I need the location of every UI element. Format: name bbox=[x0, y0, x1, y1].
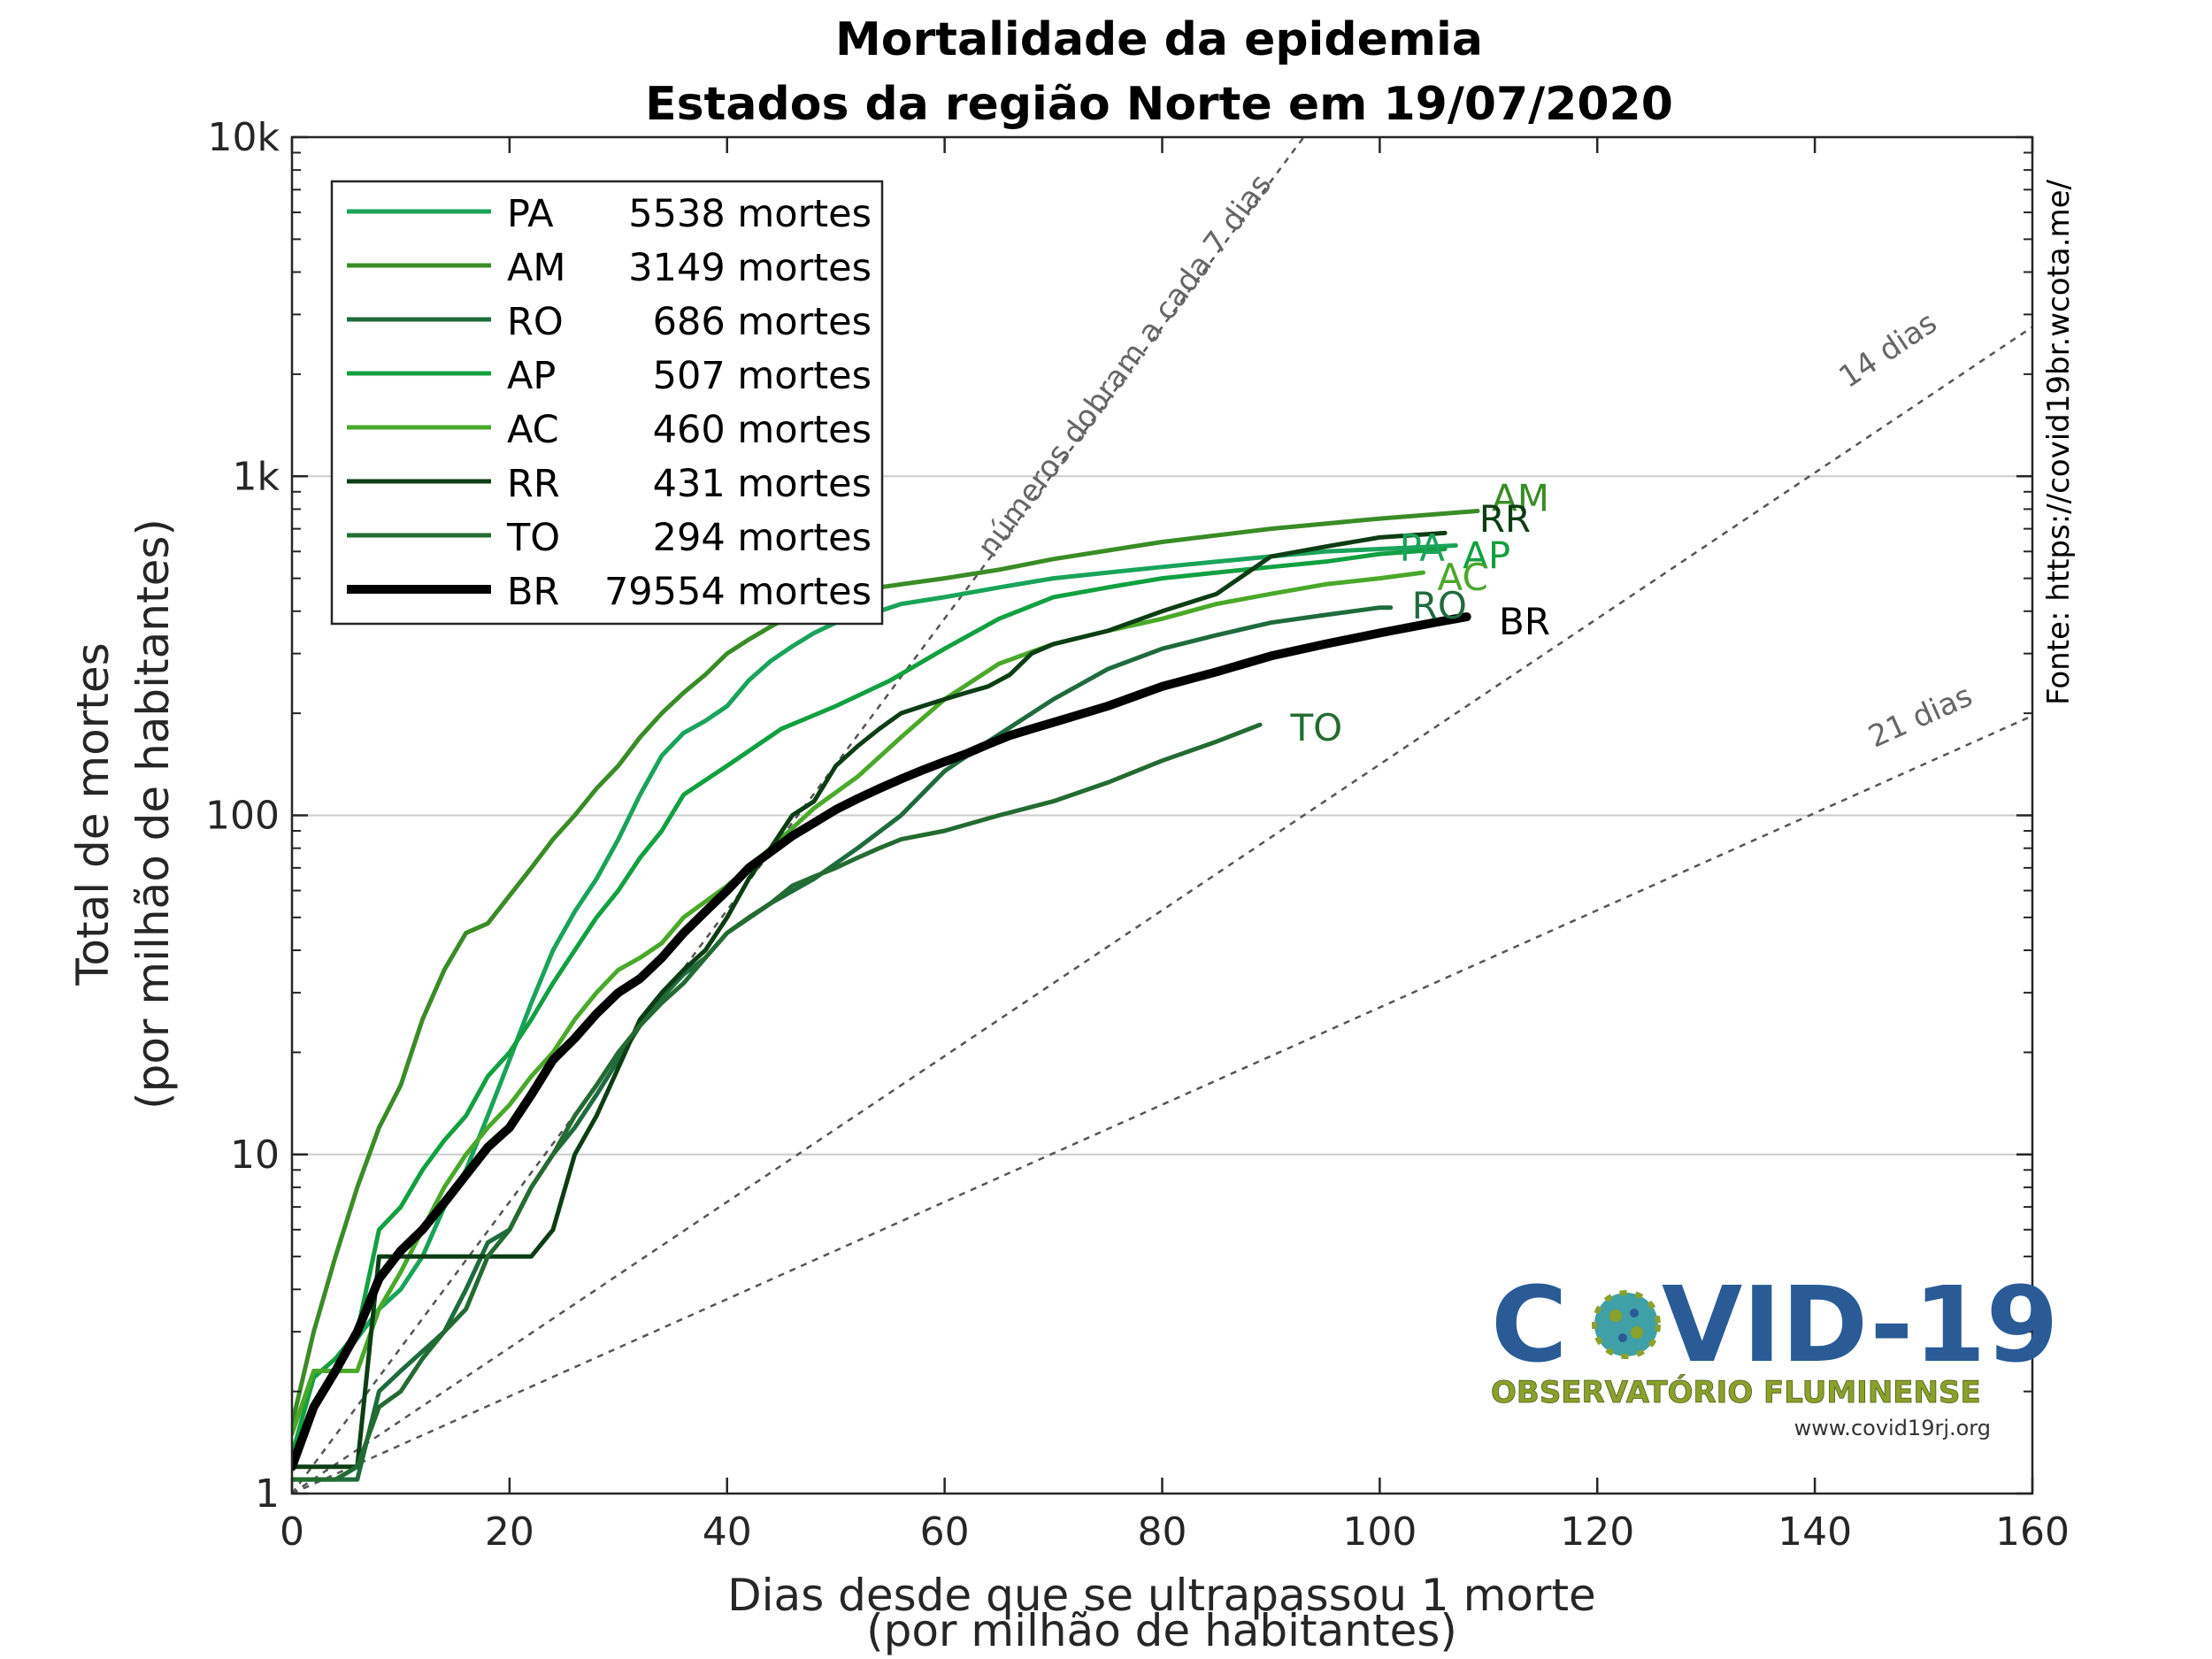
y-tick-label: 1 bbox=[255, 1471, 280, 1517]
legend-count-br: 79554 mortes bbox=[604, 570, 872, 614]
logo-title-right: VID-19 bbox=[1662, 1263, 2059, 1386]
y-axis-label: Total de mortes bbox=[67, 642, 119, 986]
y-axis: 1 10 100 1k 10k bbox=[205, 115, 2032, 1517]
legend-label-am: AM bbox=[507, 246, 566, 290]
series-line-ac bbox=[292, 570, 1425, 1436]
end-label-am: AM bbox=[1492, 476, 1549, 519]
x-axis-label-units: (por milhão de habitantes) bbox=[866, 1605, 1457, 1656]
series-line-ap bbox=[292, 547, 1448, 1457]
x-tick-label: 20 bbox=[485, 1509, 534, 1555]
legend-label-ap: AP bbox=[507, 354, 556, 398]
series-line-am bbox=[292, 509, 1480, 1427]
legend-label-ro: RO bbox=[507, 300, 564, 344]
series-line-ro bbox=[292, 605, 1394, 1482]
legend-box bbox=[330, 180, 884, 626]
x-tick-label: 60 bbox=[920, 1509, 970, 1555]
legend: PA 5538 mortes AM 3149 mortes RO 686 mortes AP… bbox=[330, 180, 884, 626]
series-lines bbox=[292, 509, 1480, 1482]
x-axis-label: Dias desde que se ultrapassou 1 morte bbox=[727, 1570, 1596, 1621]
x-tick-label: 140 bbox=[1778, 1509, 1852, 1555]
end-label-ro: RO bbox=[1412, 584, 1467, 627]
x-tick-label: 0 bbox=[280, 1509, 304, 1555]
x-tick-label: 80 bbox=[1138, 1509, 1187, 1555]
end-label-ap: AP bbox=[1463, 534, 1510, 578]
legend-count-ac: 460 mortes bbox=[653, 408, 872, 452]
x-tick-label: 100 bbox=[1342, 1509, 1417, 1555]
legend-label-pa: PA bbox=[507, 192, 554, 236]
series-line-to bbox=[292, 722, 1263, 1482]
x-axis: 0 20 40 60 80 100 120 140 160 bbox=[280, 137, 2070, 1555]
logo-subtitle: OBSERVATÓRIO FLUMINENSE bbox=[1491, 1374, 1981, 1410]
x-tick-label: 120 bbox=[1560, 1509, 1634, 1555]
legend-count-am: 3149 mortes bbox=[628, 246, 872, 290]
legend-label-to: TO bbox=[506, 516, 560, 560]
end-label-to: TO bbox=[1289, 706, 1342, 749]
y-tick-label: 10 bbox=[230, 1133, 280, 1178]
legend-count-rr: 431 mortes bbox=[653, 462, 872, 506]
reference-line bbox=[292, 326, 2032, 1494]
reference-line bbox=[292, 714, 2032, 1494]
chart-subtitle: Estados da região Norte em 19/07/2020 bbox=[645, 78, 1673, 131]
y-axis-label-units: (por milhão de habitantes) bbox=[127, 518, 179, 1110]
reference-line bbox=[292, 137, 1305, 1494]
legend-label-br: BR bbox=[507, 570, 559, 614]
source-note: Fonte: https://covid19br.wcota.me/ bbox=[2041, 179, 2077, 705]
series-line-br bbox=[292, 612, 1471, 1471]
logo-url: www.covid19rj.org bbox=[1794, 1416, 1991, 1440]
x-tick-label: 40 bbox=[703, 1509, 752, 1555]
end-label-pa: PA bbox=[1400, 526, 1446, 570]
legend-count-ro: 686 mortes bbox=[653, 300, 872, 344]
legend-label-ac: AC bbox=[507, 408, 559, 452]
x-tick-label: 160 bbox=[1995, 1509, 2070, 1555]
legend-count-ap: 507 mortes bbox=[653, 354, 872, 398]
reference-lines bbox=[292, 137, 2032, 1494]
y-tick-label: 10k bbox=[208, 115, 280, 160]
logo-title-left: C bbox=[1491, 1263, 1568, 1386]
y-tick-label: 100 bbox=[205, 794, 280, 839]
end-label-rr: RR bbox=[1479, 497, 1531, 541]
chart-title: Mortalidade da epidemia bbox=[835, 13, 1483, 66]
end-label-br: BR bbox=[1499, 600, 1550, 643]
y-tick-label: 1k bbox=[233, 454, 280, 499]
end-label-ac: AC bbox=[1438, 556, 1488, 599]
legend-label-rr: RR bbox=[507, 462, 560, 506]
covid19-logo: C VID-19 OBSERVATÓRIO FLUMINENSE www.cov… bbox=[1491, 1263, 2059, 1440]
virus-icon bbox=[1592, 1290, 1661, 1359]
legend-count-pa: 5538 mortes bbox=[628, 192, 872, 236]
legend-count-to: 294 mortes bbox=[653, 516, 872, 560]
